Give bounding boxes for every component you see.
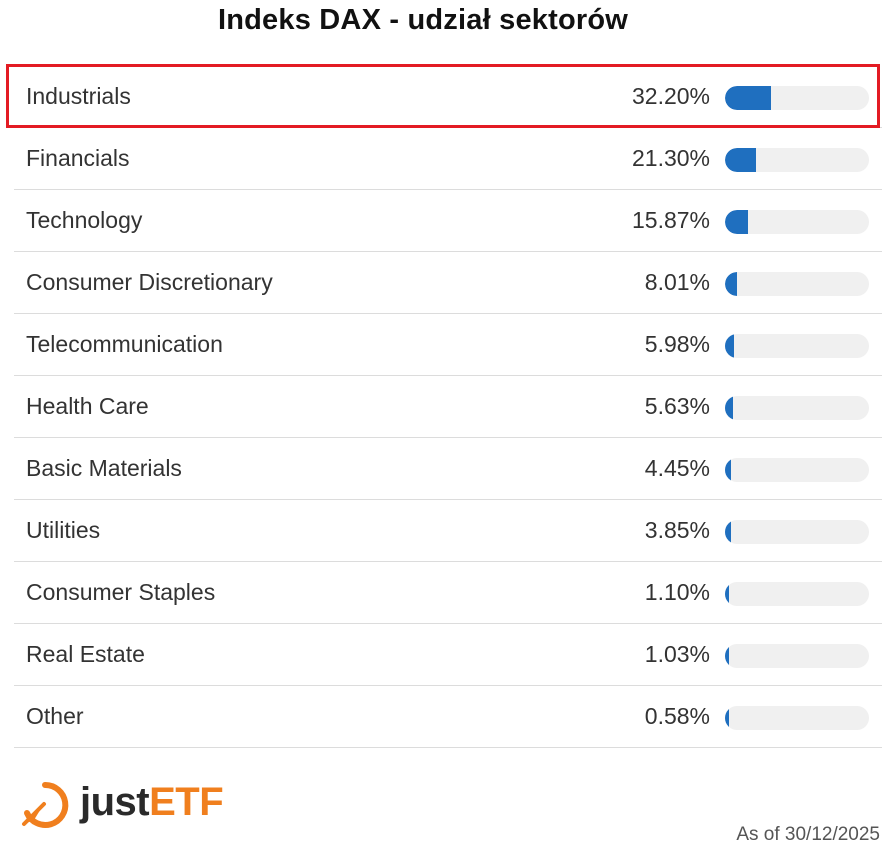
sector-name: Consumer Staples — [26, 579, 216, 605]
sector-name: Other — [26, 703, 84, 729]
sector-row: Consumer Discretionary 8.01% — [14, 252, 882, 314]
as-of-date: As of 30/12/2025 — [736, 824, 880, 845]
sector-percentage: 21.30% — [631, 145, 710, 171]
sector-table: Industrials 32.20% Financials 21.30% Technol… — [14, 66, 882, 748]
sector-name: Basic Materials — [26, 455, 182, 481]
sector-name: Telecommunication — [26, 331, 223, 357]
sector-row: Telecommunication 5.98% — [14, 314, 882, 376]
logo-text-just: just — [80, 780, 150, 824]
sector-percentage: 3.85% — [644, 517, 710, 543]
sector-row: Consumer Staples 1.10% — [14, 562, 882, 624]
bar-fill — [725, 458, 731, 482]
bar-track — [725, 458, 869, 482]
sector-row: Technology 15.87% — [14, 190, 882, 252]
bar-fill — [725, 86, 771, 110]
sector-percentage: 0.58% — [644, 703, 710, 729]
bar-track — [725, 644, 869, 668]
bar-fill — [725, 396, 733, 420]
logo-text: justETF — [80, 780, 224, 825]
bar-fill — [725, 520, 731, 544]
bar-track — [725, 210, 869, 234]
sector-name: Consumer Discretionary — [26, 269, 273, 295]
sector-percentage: 1.03% — [644, 641, 710, 667]
sector-name: Financials — [26, 145, 130, 171]
bar-fill — [725, 706, 729, 730]
sector-percentage: 5.63% — [644, 393, 710, 419]
bar-track — [725, 86, 869, 110]
sector-row: Financials 21.30% — [14, 128, 882, 190]
sector-row: Utilities 3.85% — [14, 500, 882, 562]
bar-track — [725, 334, 869, 358]
bar-fill — [725, 334, 734, 358]
bar-track — [725, 520, 869, 544]
sector-row: Industrials 32.20% — [14, 66, 882, 128]
bar-fill — [725, 272, 737, 296]
sector-name: Utilities — [26, 517, 101, 543]
sector-row: Health Care 5.63% — [14, 376, 882, 438]
bar-track — [725, 706, 869, 730]
sector-name: Real Estate — [26, 641, 145, 667]
sector-percentage: 32.20% — [631, 83, 710, 109]
sector-percentage: 8.01% — [644, 269, 710, 295]
bar-track — [725, 148, 869, 172]
bar-track — [725, 582, 869, 606]
sector-percentage: 5.98% — [644, 331, 710, 357]
bar-fill — [725, 582, 729, 606]
bar-track — [725, 396, 869, 420]
sector-row: Other 0.58% — [14, 686, 882, 748]
sector-name: Industrials — [26, 83, 131, 109]
bar-track — [725, 272, 869, 296]
sector-row: Basic Materials 4.45% — [14, 438, 882, 500]
logo-text-etf: ETF — [149, 780, 224, 824]
bar-fill — [725, 148, 756, 172]
sector-percentage: 1.10% — [644, 579, 710, 605]
sector-name: Technology — [26, 207, 143, 233]
sector-name: Health Care — [26, 393, 149, 419]
justetf-logo-icon — [22, 781, 69, 828]
chart-title: Indeks DAX - udział sektorów — [217, 4, 629, 36]
sector-row: Real Estate 1.03% — [14, 624, 882, 686]
bar-fill — [725, 210, 748, 234]
sector-percentage: 15.87% — [631, 207, 710, 233]
sector-percentage: 4.45% — [644, 455, 710, 481]
bar-fill — [725, 644, 729, 668]
